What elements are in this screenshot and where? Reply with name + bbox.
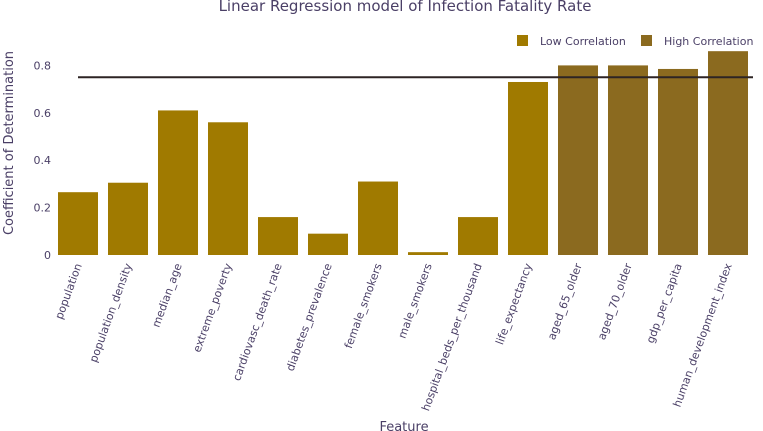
y-axis: 0 0.2 0.4 0.6 0.8 — [34, 59, 52, 262]
y-axis-title: Coefficient of Determination — [2, 51, 17, 235]
x-tick-label: population — [53, 262, 85, 321]
bar-diabetes_prevalence — [308, 233, 348, 255]
bar-median_age — [158, 110, 198, 256]
legend-swatch — [641, 35, 652, 46]
bar-human_development_index — [708, 51, 748, 256]
x-tick-label: life_expectancy — [493, 261, 535, 346]
y-tick-label: 0 — [44, 249, 51, 262]
bar-female_smokers — [358, 181, 398, 255]
x-tick-label: extreme_poverty — [191, 261, 235, 354]
y-tick-label: 0.2 — [34, 202, 52, 215]
bar-aged_70_older — [608, 65, 648, 256]
x-tick-label: aged_70_older — [595, 261, 635, 342]
legend: Low Correlation High Correlation — [517, 35, 753, 48]
legend-swatch — [517, 35, 528, 46]
bar-male_smokers — [408, 252, 448, 255]
bar-gdp_per_capita — [658, 68, 698, 255]
x-tick-label: female_smokers — [342, 261, 385, 350]
bar-extreme_poverty — [208, 122, 248, 255]
bar-population — [58, 192, 98, 255]
x-tick-label: diabetes_prevalence — [284, 261, 335, 373]
bar-population_density — [108, 182, 148, 255]
y-tick-label: 0.6 — [34, 107, 52, 120]
bar-aged_65_older — [558, 65, 598, 256]
legend-label: Low Correlation — [540, 35, 626, 48]
bar-life_expectancy — [508, 81, 548, 256]
y-tick-label: 0.8 — [34, 59, 52, 72]
x-tick-label: hospital_beds_per_thousand — [419, 262, 485, 413]
x-axis-title: Feature — [379, 420, 428, 431]
x-tick-label: aged_65_older — [545, 261, 585, 342]
x-tick-label: gdp_per_capita — [644, 262, 685, 345]
chart-title: Linear Regression model of Infection Fat… — [219, 0, 592, 15]
bar-cardiovasc_death_rate — [258, 217, 298, 255]
x-tick-label: cardiovasc_death_rate — [230, 261, 285, 382]
x-tick-label: median_age — [150, 261, 185, 329]
legend-label: High Correlation — [664, 35, 753, 48]
x-tick-label: human_development_index — [671, 261, 735, 409]
x-tick-label: male_smokers — [396, 261, 435, 340]
bar-hospital_beds_per_thousand — [458, 217, 498, 255]
bars — [58, 51, 748, 256]
x-axis: population population_density median_age ex… — [53, 261, 735, 413]
y-tick-label: 0.4 — [34, 154, 52, 167]
x-tick-label: population_density — [87, 261, 135, 364]
